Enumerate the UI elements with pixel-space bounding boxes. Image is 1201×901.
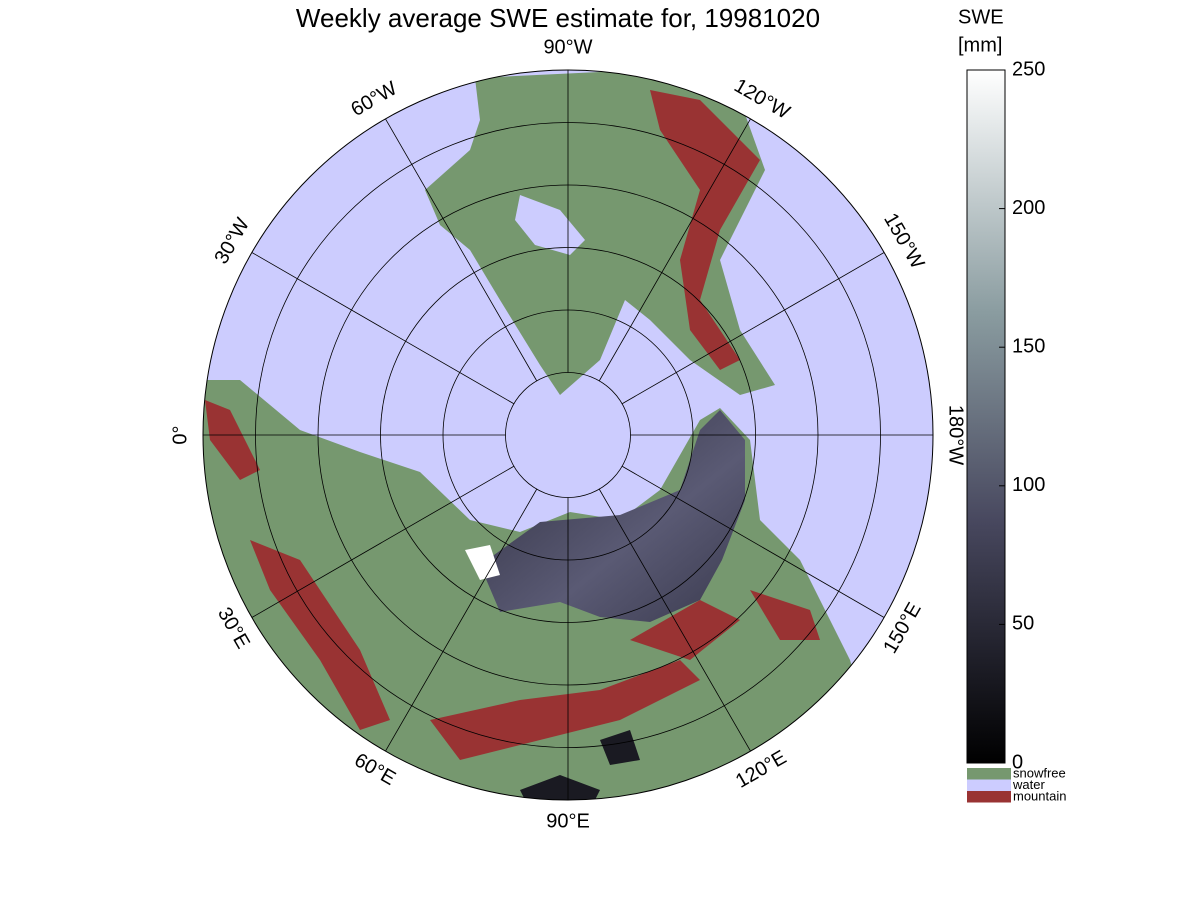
map-disc [203,70,933,800]
colorbar-tick-label: 200 [1012,197,1045,219]
legend-swatch [967,768,1011,780]
meridian [385,488,538,752]
meridian [621,465,885,618]
legend-label: water [1012,777,1045,792]
meridian [385,118,538,382]
meridian [251,252,515,405]
graticule [203,70,933,800]
meridian [598,118,751,382]
snow-asia [520,730,640,800]
longitude-label: 90°W [543,36,592,58]
legend-label: snowfree [1013,765,1066,780]
colorbar-tick-label: 150 [1012,335,1045,357]
longitude-label: 0° [169,425,191,444]
mountains [205,90,820,760]
hudson-bay [515,195,585,255]
meridian [621,252,885,405]
colorbar-title: SWE [958,6,1004,28]
snow-white [465,545,500,580]
colorbar-tick-label: 100 [1012,474,1045,496]
map-title: Weekly average SWE estimate for, 1998102… [296,3,820,33]
snow-cover [480,410,745,622]
colorbar-tick-label: 50 [1012,613,1034,635]
map-border [202,69,934,801]
legend-swatch [967,779,1011,791]
meridian [598,488,751,752]
longitude-label: 180°W [945,405,967,465]
colorbar-title: [mm] [958,34,1002,56]
colorbar-tick-label: 250 [1012,58,1045,80]
legend-label: mountain [1013,788,1066,803]
colorbar [966,69,1006,764]
longitude-label: 90°E [546,810,590,832]
legend-swatch [967,791,1011,803]
colorbar-tick-label: 0 [1012,751,1023,773]
meridian [251,465,515,618]
